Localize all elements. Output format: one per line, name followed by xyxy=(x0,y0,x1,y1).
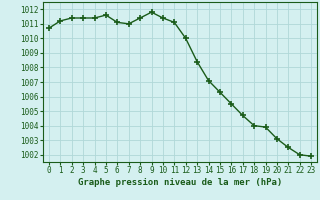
X-axis label: Graphe pression niveau de la mer (hPa): Graphe pression niveau de la mer (hPa) xyxy=(78,178,282,187)
